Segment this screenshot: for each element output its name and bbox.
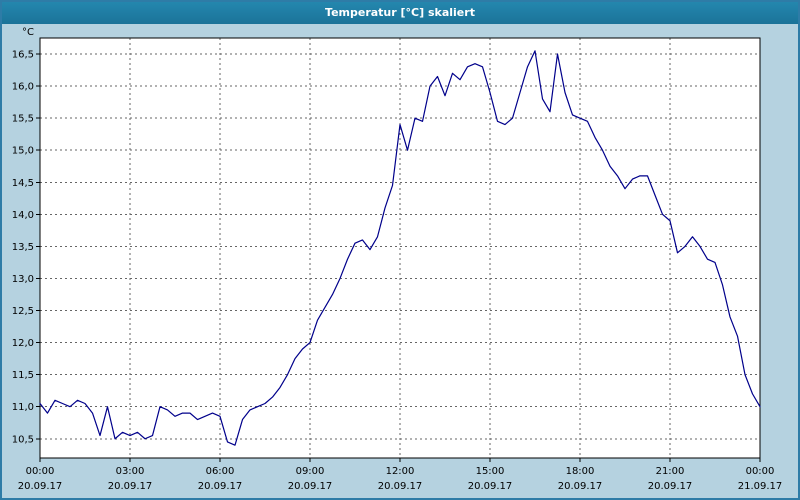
y-tick-label: 15,0 (12, 146, 34, 157)
x-tick-time-label: 15:00 (476, 466, 505, 477)
y-axis-unit-label: °C (22, 27, 34, 38)
y-tick-label: 13,0 (12, 274, 34, 285)
window-title: Temperatur [°C] skaliert (325, 6, 475, 19)
x-tick-date-label: 20.09.17 (108, 481, 153, 492)
y-tick-label: 12,0 (12, 338, 34, 349)
x-tick-date-label: 20.09.17 (18, 481, 63, 492)
y-tick-label: 14,0 (12, 210, 34, 221)
x-tick-date-label: 20.09.17 (468, 481, 513, 492)
x-tick-time-label: 21:00 (656, 466, 685, 477)
x-tick-time-label: 03:00 (116, 466, 145, 477)
x-tick-time-label: 06:00 (206, 466, 235, 477)
x-tick-date-label: 20.09.17 (378, 481, 423, 492)
x-tick-time-label: 12:00 (386, 466, 415, 477)
window-titlebar[interactable]: Temperatur [°C] skaliert (2, 2, 798, 24)
y-tick-label: 16,5 (12, 50, 34, 61)
y-tick-label: 13,5 (12, 242, 34, 253)
y-tick-label: 11,0 (12, 402, 34, 413)
x-tick-time-label: 00:00 (746, 466, 775, 477)
x-tick-time-label: 00:00 (26, 466, 55, 477)
y-tick-label: 12,5 (12, 306, 34, 317)
temperature-line-chart: 16,5 16,0 15,5 15,0 14,5 14,0 13,5 13,0 12,5 12,0… (12, 27, 783, 492)
y-tick-label: 11,5 (12, 370, 34, 381)
x-tick-time-label: 09:00 (296, 466, 325, 477)
x-tick-time-label: 18:00 (566, 466, 595, 477)
x-tick-date-label: 21.09.17 (738, 481, 783, 492)
y-tick-label: 14,5 (12, 178, 34, 189)
x-tick-date-label: 20.09.17 (288, 481, 333, 492)
plot-border (39, 37, 761, 459)
chart-area: 16,5 16,0 15,5 15,0 14,5 14,0 13,5 13,0 12,5 12,0… (2, 24, 798, 498)
y-tick-label: 16,0 (12, 82, 34, 93)
temperature-series-line (39, 50, 761, 446)
x-tick-date-label: 20.09.17 (198, 481, 243, 492)
y-tick-label: 10,5 (12, 434, 34, 445)
x-tick-date-label: 20.09.17 (558, 481, 603, 492)
y-tick-label: 15,5 (12, 114, 34, 125)
x-tick-date-label: 20.09.17 (648, 481, 693, 492)
